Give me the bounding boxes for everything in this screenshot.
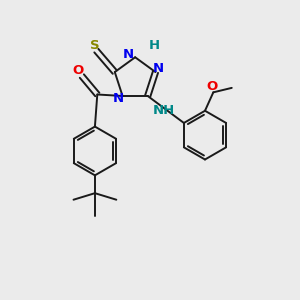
Text: NH: NH [153, 103, 176, 117]
Text: S: S [90, 39, 100, 52]
Text: O: O [206, 80, 218, 93]
Text: N: N [123, 48, 134, 62]
Text: H: H [149, 39, 160, 52]
Text: O: O [73, 64, 84, 77]
Text: N: N [153, 62, 164, 75]
Text: N: N [112, 92, 124, 105]
